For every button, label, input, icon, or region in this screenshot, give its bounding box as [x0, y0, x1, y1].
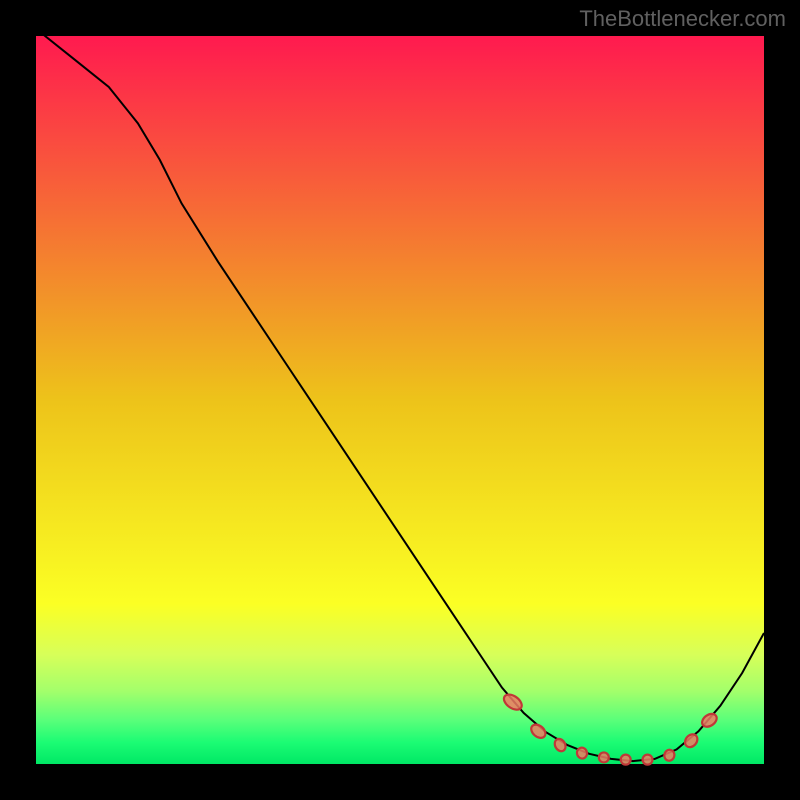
data-marker [621, 755, 631, 765]
data-marker [643, 755, 653, 765]
plot-svg [0, 0, 800, 800]
data-marker [599, 752, 609, 762]
chart-frame: TheBottlenecker.com [0, 0, 800, 800]
plot-background [36, 36, 764, 764]
watermark-text: TheBottlenecker.com [579, 6, 786, 32]
